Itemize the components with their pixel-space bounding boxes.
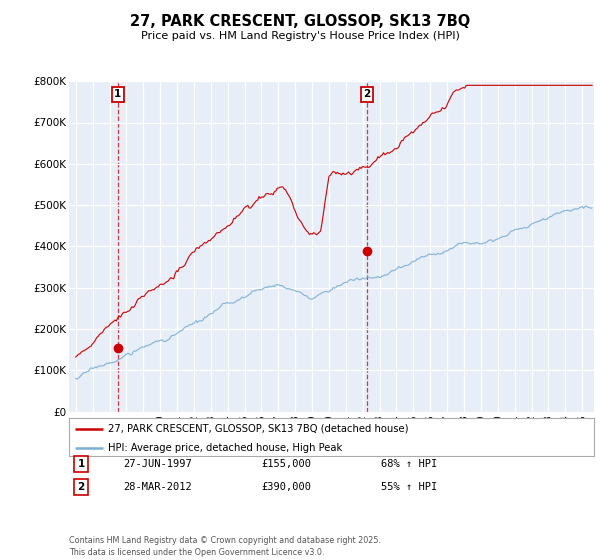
Text: 55% ↑ HPI: 55% ↑ HPI — [381, 482, 437, 492]
Text: HPI: Average price, detached house, High Peak: HPI: Average price, detached house, High… — [109, 443, 343, 453]
Text: Contains HM Land Registry data © Crown copyright and database right 2025.
This d: Contains HM Land Registry data © Crown c… — [69, 536, 381, 557]
Text: 27-JUN-1997: 27-JUN-1997 — [123, 459, 192, 469]
Text: 68% ↑ HPI: 68% ↑ HPI — [381, 459, 437, 469]
Text: £155,000: £155,000 — [261, 459, 311, 469]
Text: 1: 1 — [114, 90, 121, 100]
Text: £390,000: £390,000 — [261, 482, 311, 492]
Text: 2: 2 — [363, 90, 370, 100]
Text: 27, PARK CRESCENT, GLOSSOP, SK13 7BQ: 27, PARK CRESCENT, GLOSSOP, SK13 7BQ — [130, 14, 470, 29]
Text: 2: 2 — [77, 482, 85, 492]
Text: Price paid vs. HM Land Registry's House Price Index (HPI): Price paid vs. HM Land Registry's House … — [140, 31, 460, 41]
Text: 1: 1 — [77, 459, 85, 469]
Text: 27, PARK CRESCENT, GLOSSOP, SK13 7BQ (detached house): 27, PARK CRESCENT, GLOSSOP, SK13 7BQ (de… — [109, 424, 409, 434]
Text: 28-MAR-2012: 28-MAR-2012 — [123, 482, 192, 492]
